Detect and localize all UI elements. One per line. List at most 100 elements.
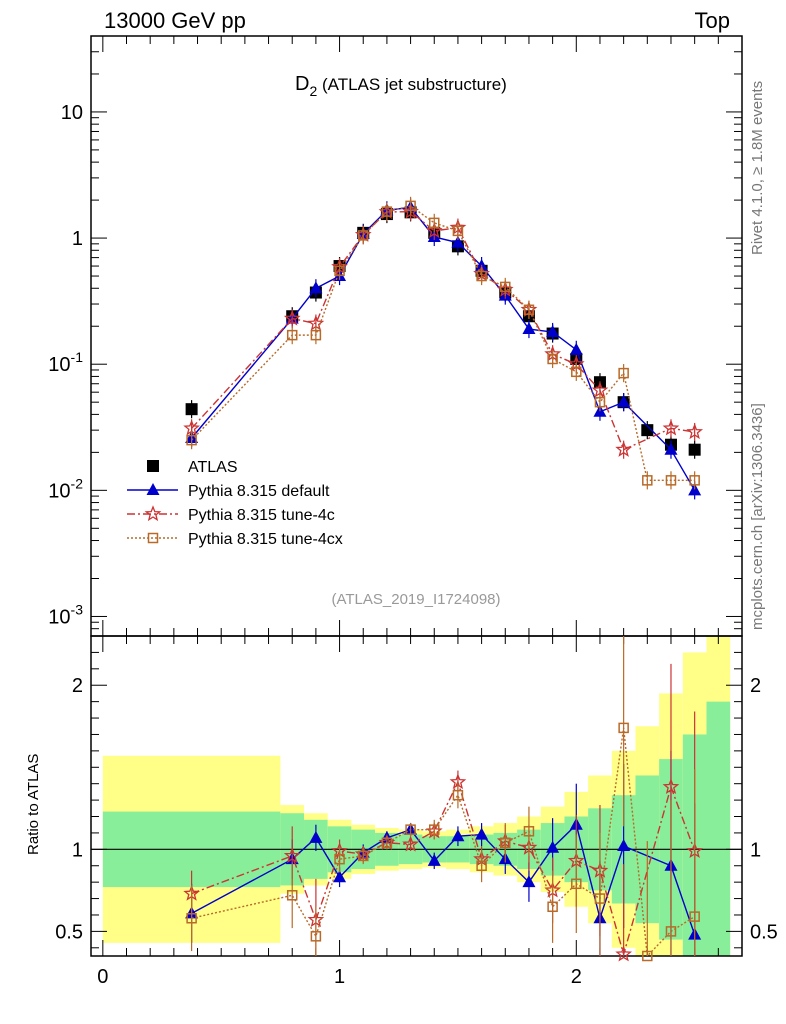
legend-marker (147, 460, 159, 472)
ratio-point (523, 826, 535, 837)
mcplots-label: mcplots.cern.ch [arXiv:1306.3436] (749, 403, 766, 630)
data-point (688, 443, 701, 456)
data-point (334, 265, 345, 277)
ratio-point (662, 778, 680, 795)
ratio-point (286, 890, 298, 901)
data-point (405, 200, 416, 212)
data-point (571, 366, 582, 378)
data-point (357, 230, 369, 241)
ratio-tick-label-right: 1 (750, 839, 761, 861)
data-point (664, 442, 678, 455)
ratio-point (283, 847, 301, 864)
data-point (429, 217, 440, 229)
title-sub: 2 (309, 83, 317, 99)
ratio-point (451, 829, 465, 842)
ratio-point (405, 824, 416, 835)
x-tick-label: 0 (97, 966, 108, 988)
data-point (310, 329, 322, 341)
y-tick-label: 10-1 (48, 349, 83, 376)
y-tick-label: 10-3 (48, 601, 83, 628)
data-point (617, 395, 631, 408)
data-point (689, 475, 700, 486)
y-tick-label: 10-2 (48, 475, 83, 502)
ratio-point (522, 875, 536, 888)
chart-title: D2 (ATLAS jet substructure) (295, 73, 507, 99)
data-point (425, 222, 443, 239)
main-axes: 10-3 10-2 10-1 1 10 (48, 35, 743, 637)
series-3 (186, 196, 700, 490)
ratio-point (381, 837, 393, 849)
series-2 (183, 202, 704, 459)
data-point (641, 424, 654, 437)
series-line (191, 210, 695, 451)
y-tick-label: 1 (72, 228, 83, 250)
data-point (185, 403, 198, 416)
data-point (451, 235, 465, 248)
legend-entry: Pythia 8.315 tune-4cx (127, 531, 343, 548)
header-left: 13000 GeV pp (104, 8, 246, 33)
data-point (522, 322, 536, 335)
header-right: Top (695, 8, 730, 33)
ratio-point (665, 926, 677, 937)
data-point (381, 206, 393, 217)
data-point (594, 396, 606, 408)
ratio-point (427, 853, 441, 866)
data-point (546, 325, 560, 338)
ratio-point (546, 840, 560, 853)
ratio-point (186, 913, 197, 924)
legend-entry: Pythia 8.315 tune-4c (127, 505, 335, 524)
series-0 (185, 203, 701, 459)
data-point (618, 367, 629, 379)
data-point (662, 419, 680, 436)
data-point (309, 281, 323, 294)
legend-label: ATLAS (188, 459, 238, 476)
ratio-tick-label: 1 (72, 839, 83, 861)
analysis-id: (ATLAS_2019_I1724098) (331, 591, 500, 608)
data-point (186, 434, 197, 446)
data-point (615, 440, 633, 457)
legend-marker (146, 483, 160, 495)
ratio-point (642, 950, 653, 962)
legend-marker (144, 505, 162, 522)
ratio-tick-label-right: 0.5 (750, 921, 778, 943)
data-point (452, 225, 464, 237)
legend-label: Pythia 8.315 default (188, 483, 330, 500)
ratio-point (475, 827, 489, 840)
legend-label: Pythia 8.315 tune-4cx (188, 531, 343, 548)
ratio-point (429, 824, 440, 835)
data-point (665, 475, 677, 486)
y-tick-label: 10 (61, 102, 83, 124)
ratio-line (191, 823, 696, 935)
data-point (500, 281, 511, 293)
ratio-point (309, 830, 323, 843)
ratio-point (452, 789, 464, 801)
data-point (476, 270, 487, 282)
ratio-point (310, 931, 322, 942)
title-main: D (295, 73, 309, 95)
ratio-frame (90, 635, 743, 957)
ratio-axes: 0 1 2 0.5 0.5 1 1 2 2 (55, 635, 778, 988)
legend-marker (147, 532, 159, 544)
ratio-point (615, 945, 632, 962)
data-point (286, 329, 298, 341)
x-tick-label: 1 (334, 966, 345, 988)
ratio-point (618, 722, 629, 734)
ratio-point (617, 839, 631, 852)
data-point (283, 309, 301, 326)
ratio-point (689, 911, 700, 922)
data-point (523, 304, 535, 316)
ratio-tick-label: 0.5 (55, 921, 83, 943)
data-point (642, 475, 653, 486)
title-rest: (ATLAS jet substructure) (317, 75, 507, 94)
ratio-point (334, 853, 345, 865)
data-point (686, 423, 704, 440)
data-point (547, 353, 558, 365)
ratio-point (476, 860, 487, 871)
ratio-series (183, 636, 703, 962)
ratio-ylabel: Ratio to ATLAS (25, 754, 42, 855)
legend-label: Pythia 8.315 tune-4c (188, 507, 335, 524)
ratio-point (402, 835, 419, 852)
legend-entry: ATLAS (147, 459, 238, 476)
ratio-point (500, 837, 511, 849)
